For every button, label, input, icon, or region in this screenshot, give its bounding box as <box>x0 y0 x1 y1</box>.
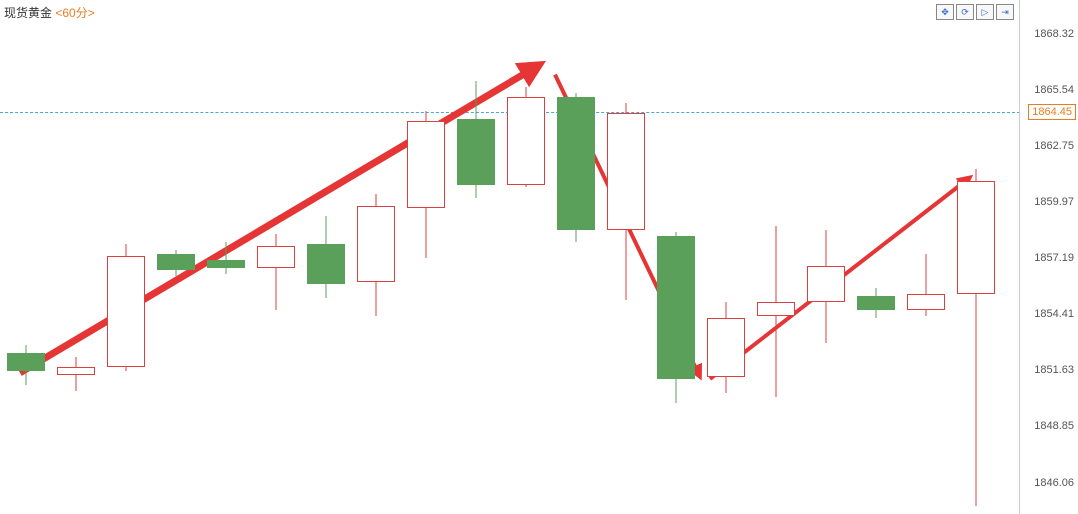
candle-body <box>157 254 195 270</box>
y-axis-label: 1848.85 <box>1034 420 1074 432</box>
candle[interactable] <box>454 0 498 514</box>
candle[interactable] <box>304 0 348 514</box>
plot-area[interactable] <box>0 0 1020 514</box>
candle[interactable] <box>954 0 998 514</box>
candle[interactable] <box>54 0 98 514</box>
candle[interactable] <box>154 0 198 514</box>
candle-body <box>107 256 145 367</box>
candle[interactable] <box>4 0 48 514</box>
candle[interactable] <box>554 0 598 514</box>
y-axis-label: 1868.32 <box>1034 28 1074 40</box>
candle-body <box>757 302 795 316</box>
y-axis-label: 1857.19 <box>1034 252 1074 264</box>
candle-body <box>907 294 945 310</box>
candle[interactable] <box>354 0 398 514</box>
chart-container: 现货黄金 <60分> ✥⟳▷⇥ 1868.321865.541862.75185… <box>0 0 1078 514</box>
y-axis-label: 1865.54 <box>1034 84 1074 96</box>
current-price-marker: 1864.45 <box>1028 104 1076 120</box>
candle-body <box>707 318 745 376</box>
candle[interactable] <box>904 0 948 514</box>
candle[interactable] <box>604 0 648 514</box>
candle-body <box>407 121 445 208</box>
candle[interactable] <box>804 0 848 514</box>
candle-body <box>657 236 695 379</box>
y-axis-label: 1862.75 <box>1034 140 1074 152</box>
candle[interactable] <box>704 0 748 514</box>
candle-body <box>457 119 495 186</box>
candle-wick <box>226 242 227 274</box>
candle-body <box>807 266 845 302</box>
candle-body <box>857 296 895 310</box>
candle-body <box>957 181 995 294</box>
candle[interactable] <box>654 0 698 514</box>
candle[interactable] <box>854 0 898 514</box>
y-axis-label: 1851.63 <box>1034 364 1074 376</box>
candle[interactable] <box>204 0 248 514</box>
candle-body <box>607 113 645 230</box>
y-axis-label: 1859.97 <box>1034 196 1074 208</box>
candle[interactable] <box>254 0 298 514</box>
candle-body <box>207 260 245 268</box>
candle[interactable] <box>504 0 548 514</box>
candle-body <box>357 206 395 283</box>
candle-body <box>307 244 345 284</box>
candle-body <box>257 246 295 268</box>
candle[interactable] <box>104 0 148 514</box>
candle[interactable] <box>404 0 448 514</box>
candle[interactable] <box>754 0 798 514</box>
candle-body <box>557 97 595 230</box>
candle-body <box>7 353 45 371</box>
y-axis-label: 1854.41 <box>1034 308 1074 320</box>
y-axis: 1868.32 1865.54 1862.75 1859.97 1857.19 1854.… <box>1019 0 1078 514</box>
y-axis-label: 1846.06 <box>1034 477 1074 489</box>
candle-body <box>57 367 95 375</box>
candle-body <box>507 97 545 186</box>
